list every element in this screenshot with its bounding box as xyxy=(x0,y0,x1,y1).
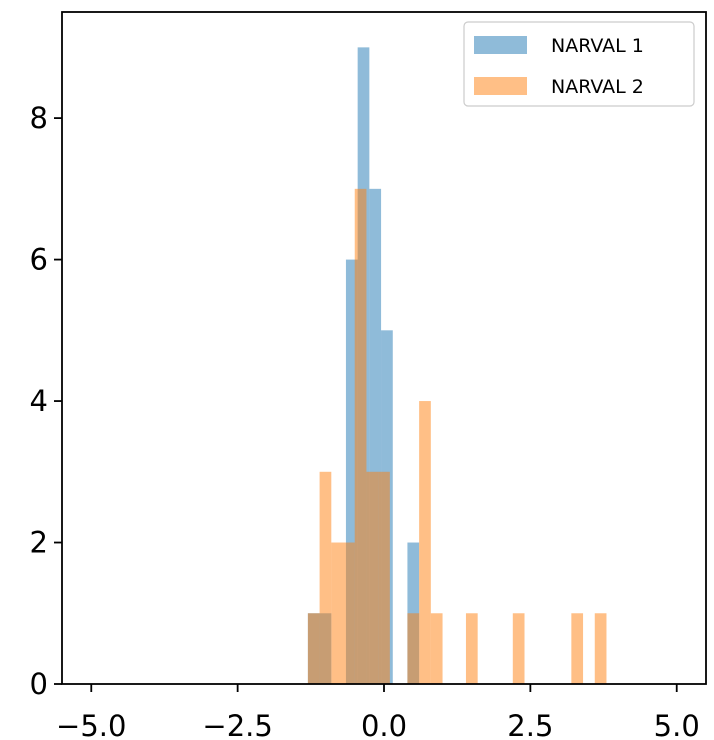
y-tick-label: 4 xyxy=(30,384,48,418)
legend: NARVAL 1 NARVAL 2 xyxy=(463,21,695,107)
bar-series-1-bin-2 xyxy=(345,259,358,684)
legend-label-narval-2: NARVAL 2 xyxy=(551,76,644,98)
y-tick-label: 8 xyxy=(30,101,48,135)
bar-series-2-bin-10 xyxy=(430,613,443,684)
bar-series-2-bin-6 xyxy=(366,471,379,684)
bar-series-2-bin-1 xyxy=(307,613,320,684)
x-tick-label: −5.0 xyxy=(56,709,126,740)
bar-series-2-bin-3 xyxy=(331,542,344,684)
bar-series-2-bin-9 xyxy=(419,401,431,684)
axis-ticks: −5.0 −2.5 0.0 2.5 5.0 0 2 4 6 8 xyxy=(30,101,700,740)
bar-series-2-bin-11 xyxy=(465,613,478,684)
bar-series-2-bin-12 xyxy=(512,613,525,684)
y-tick-label: 0 xyxy=(30,667,48,701)
bar-series-2-bin-7 xyxy=(378,471,390,684)
bar-series-2-bin-5 xyxy=(354,188,367,684)
legend-swatch-narval-2 xyxy=(474,77,527,95)
bar-series-1-bin-4 xyxy=(369,188,382,684)
bar-series-2-bin-13 xyxy=(571,613,584,684)
bar-series-2-bin-14 xyxy=(594,613,607,684)
bar-series-2-bin-2 xyxy=(319,471,332,684)
legend-swatch-narval-1 xyxy=(474,36,527,54)
x-tick-label: 5.0 xyxy=(654,709,700,740)
x-tick-label: 0.0 xyxy=(361,709,407,740)
bar-series-2-bin-4 xyxy=(343,542,355,684)
bar-series-2-bin-8 xyxy=(407,613,420,684)
bars-layer xyxy=(307,47,607,685)
y-tick-label: 6 xyxy=(30,243,48,277)
x-tick-label: −2.5 xyxy=(202,709,272,740)
y-tick-label: 2 xyxy=(30,526,48,560)
x-tick-label: 2.5 xyxy=(507,709,553,740)
legend-label-narval-1: NARVAL 1 xyxy=(551,35,644,57)
